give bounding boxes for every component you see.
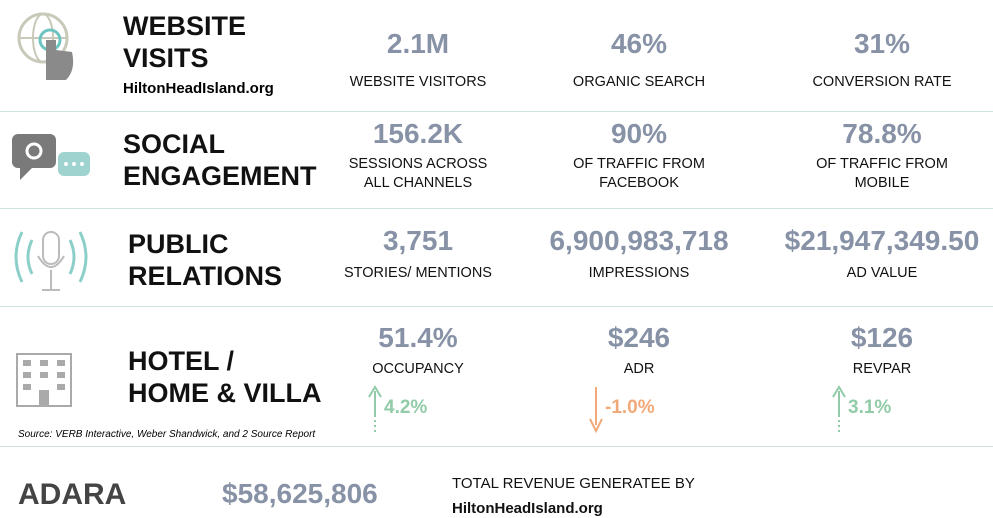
change-arrow [368, 385, 382, 435]
metric-value: $126 [850, 322, 914, 353]
metric-label: CONVERSION RATE [812, 74, 952, 90]
row-title: WEBSITE [123, 11, 247, 41]
metric-label: OF TRAFFIC FROM [573, 156, 705, 172]
metric-value: 2.1M [386, 28, 450, 59]
metric-label: IMPRESSIONS [588, 265, 690, 281]
separator [0, 446, 993, 447]
row-title: RELATIONS [128, 261, 282, 291]
total-revenue: $58,625,806 [222, 478, 378, 509]
separator [0, 111, 993, 112]
metric-label: REVPAR [852, 361, 912, 377]
metric-label: SESSIONS ACROSS [348, 156, 488, 172]
separator [0, 208, 993, 209]
metric-label: STORIES/ MENTIONS [344, 265, 492, 281]
row-title: VISITS [123, 43, 209, 73]
metric-label: OF TRAFFIC FROM [816, 156, 948, 172]
source-note: Source: VERB Interactive, Weber Shandwic… [18, 429, 316, 440]
microphone-icon [14, 231, 88, 291]
separator [0, 306, 993, 307]
metric-label: FACEBOOK [599, 175, 679, 191]
metric-value: $246 [607, 322, 671, 353]
metric-label: OCCUPANCY [372, 361, 464, 377]
total-caption: HiltonHeadIsland.org [452, 500, 603, 517]
change-arrow [832, 385, 846, 435]
row-subtitle: HiltonHeadIsland.org [123, 80, 274, 97]
touch-icon [17, 12, 74, 80]
total-caption: TOTAL REVENUE GENERATEE BY [452, 475, 695, 492]
metric-value: $21,947,349.50 [784, 225, 980, 256]
metric-label: WEBSITE VISITORS [349, 74, 487, 90]
row-title: HOME & VILLA [128, 378, 322, 408]
row-title: ENGAGEMENT [123, 161, 317, 191]
metric-change: 3.1% [848, 397, 892, 418]
metric-label: ALL CHANNELS [363, 175, 473, 191]
logo: ADARA [18, 478, 127, 511]
metric-change: -1.0% [605, 397, 655, 418]
row-title: PUBLIC [128, 229, 229, 259]
metric-label: AD VALUE [846, 265, 918, 281]
row-title: HOTEL / [128, 346, 235, 376]
metric-label: MOBILE [854, 175, 910, 191]
metric-value: 156.2K [372, 118, 464, 149]
building-icon [16, 353, 72, 407]
metric-value: 6,900,983,718 [549, 225, 729, 256]
metric-value: 78.8% [842, 118, 922, 149]
metric-value: 51.4% [378, 322, 458, 353]
metric-value: 46% [610, 28, 668, 59]
metric-label: ORGANIC SEARCH [572, 74, 706, 90]
change-arrow [589, 385, 603, 435]
metric-value: 90% [610, 118, 668, 149]
metric-label: ADR [623, 361, 655, 377]
row-title: SOCIAL [123, 129, 226, 159]
chat-icon [12, 134, 90, 180]
metric-value: 31% [853, 28, 911, 59]
metric-value: 3,751 [382, 225, 454, 256]
metric-change: 4.2% [384, 397, 428, 418]
